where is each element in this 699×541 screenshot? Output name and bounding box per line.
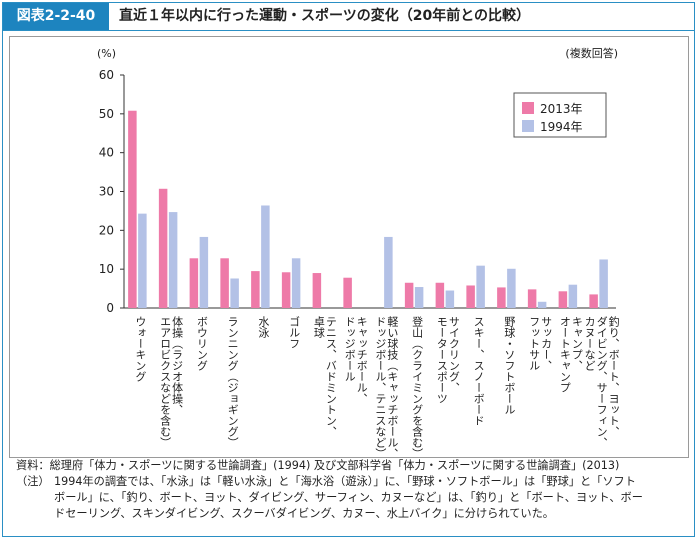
bar-2013 xyxy=(497,287,506,308)
bar-2013 xyxy=(189,258,199,308)
y-tick-label: 0 xyxy=(106,301,114,315)
y-tick-label: 10 xyxy=(99,262,114,276)
note-line-1: 1994年の調査では、「水泳」は「軽い水泳」と「海水浴（遊泳）」に、「野球・ソフ… xyxy=(54,475,636,488)
x-category-label: ランニング（ジョギング） xyxy=(226,316,239,448)
y-tick-label: 40 xyxy=(99,146,114,160)
source-text: 総理府「体力・スポーツに関する世論調査」(1994) 及び文部科学省「体力・スポ… xyxy=(49,459,620,472)
bar-chart: 0 10 20 30 40 50 60 (%) (複数回答) ウォーキング 体操（ラジオ体操、エア… xyxy=(97,46,620,457)
bar-1994 xyxy=(445,290,455,308)
y-tick-label: 20 xyxy=(99,223,114,237)
bar-2013 xyxy=(128,110,137,308)
legend-swatch xyxy=(522,102,534,114)
x-category-label: ウォーキング xyxy=(134,316,147,382)
bar-2013 xyxy=(158,188,168,308)
multi-answer-note: (複数回答) xyxy=(565,46,618,60)
note-line-2: ボール」に、「釣り、ボート、ヨット、ダイビング、サーフィン、カヌーなど」は、「釣… xyxy=(54,491,643,504)
bar-1994 xyxy=(384,236,393,308)
bar-1994 xyxy=(291,258,301,308)
bar-2013 xyxy=(404,282,414,308)
bar-2013 xyxy=(558,291,568,308)
x-category-label: カヌーなど xyxy=(583,316,596,371)
bar-1994 xyxy=(507,268,516,308)
figure-title: 直近１年以内に行った運動・スポーツの変化（20年前との比較） xyxy=(119,8,531,24)
bar-1994 xyxy=(599,259,608,308)
bar-2013 xyxy=(312,273,322,308)
y-tick-label: 30 xyxy=(99,185,114,199)
bar-1994 xyxy=(168,212,178,308)
x-category-label: 軽い球技（キャッチボール、 xyxy=(386,316,399,457)
legend-label: 1994年 xyxy=(540,120,583,134)
bar-2013 xyxy=(220,258,229,308)
bar-1994 xyxy=(414,287,424,308)
bar-2013 xyxy=(343,277,352,308)
bar-1994 xyxy=(230,278,239,308)
figure-label: 図表2-2-40 xyxy=(3,3,109,30)
x-category-label: キャンプ、 xyxy=(570,316,583,371)
x-category-label: テニス、バドミントン、 xyxy=(324,316,337,437)
x-category-label: ドッジボール xyxy=(343,316,356,382)
bar-1994 xyxy=(261,205,270,308)
y-tick-label: 60 xyxy=(99,68,114,82)
bar-2013 xyxy=(589,294,598,308)
x-category-label: ゴルフ xyxy=(288,315,301,349)
x-category-label: スキー、スノーボード xyxy=(472,316,485,426)
x-category-label: キャッチボール、 xyxy=(355,316,368,404)
x-category-label: サイクリング、 xyxy=(447,316,460,393)
source-row: 資料：総理府「体力・スポーツに関する世論調査」(1994) 及び文部科学省「体力… xyxy=(16,458,619,474)
chart-panel: 0 10 20 30 40 50 60 (%) (複数回答) ウォーキング 体操（ラジオ体操、 エア… xyxy=(9,36,689,458)
bar-1994 xyxy=(537,301,547,308)
x-category-label: 水泳 xyxy=(257,316,270,339)
x-category-label: 体操（ラジオ体操、 xyxy=(171,315,184,415)
bar-2013 xyxy=(527,289,537,308)
bar-1994 xyxy=(476,265,485,308)
bar-1994 xyxy=(138,213,147,308)
x-category-label: エアロビクスなどを含む） xyxy=(159,316,172,448)
figure-header: 図表2-2-40 直近１年以内に行った運動・スポーツの変化（20年前との比較） xyxy=(3,3,694,31)
x-category-label: フットサル xyxy=(528,316,541,371)
y-tick-label: 50 xyxy=(99,107,114,121)
legend-swatch xyxy=(522,120,534,132)
bar-2013 xyxy=(466,285,475,308)
bar-1994 xyxy=(568,284,578,308)
legend-label: 2013年 xyxy=(540,102,583,116)
bar-1994 xyxy=(199,236,209,308)
bar-2013 xyxy=(435,282,445,308)
x-category-label: ダイビング、サーフィン、 xyxy=(595,316,608,448)
x-category-label: 卓球 xyxy=(312,316,325,338)
bar-2013 xyxy=(281,272,291,308)
bar-2013 xyxy=(251,271,260,308)
x-category-label: モータースポーツ xyxy=(435,316,448,404)
x-category-label: 釣り、ボート、ヨット、 xyxy=(607,315,620,437)
note-line-3: ドセーリング、スキンダイビング、スクーバダイビング、カヌー、水上バイク」に分けら… xyxy=(54,507,554,520)
x-category-label: ドッジボール、テニスなど） xyxy=(374,316,387,457)
x-category-label: ボウリング xyxy=(195,316,208,371)
y-axis-unit: (%) xyxy=(97,47,116,60)
note-label: （注） xyxy=(16,475,50,488)
x-category-label: 登山（クライミングを含む） xyxy=(411,315,424,457)
source-label: 資料： xyxy=(16,459,50,472)
x-category-label: 野球・ソフトボール xyxy=(503,316,516,415)
x-category-label: オートキャンプ xyxy=(558,316,571,393)
x-category-label: サッカー、 xyxy=(540,316,553,371)
